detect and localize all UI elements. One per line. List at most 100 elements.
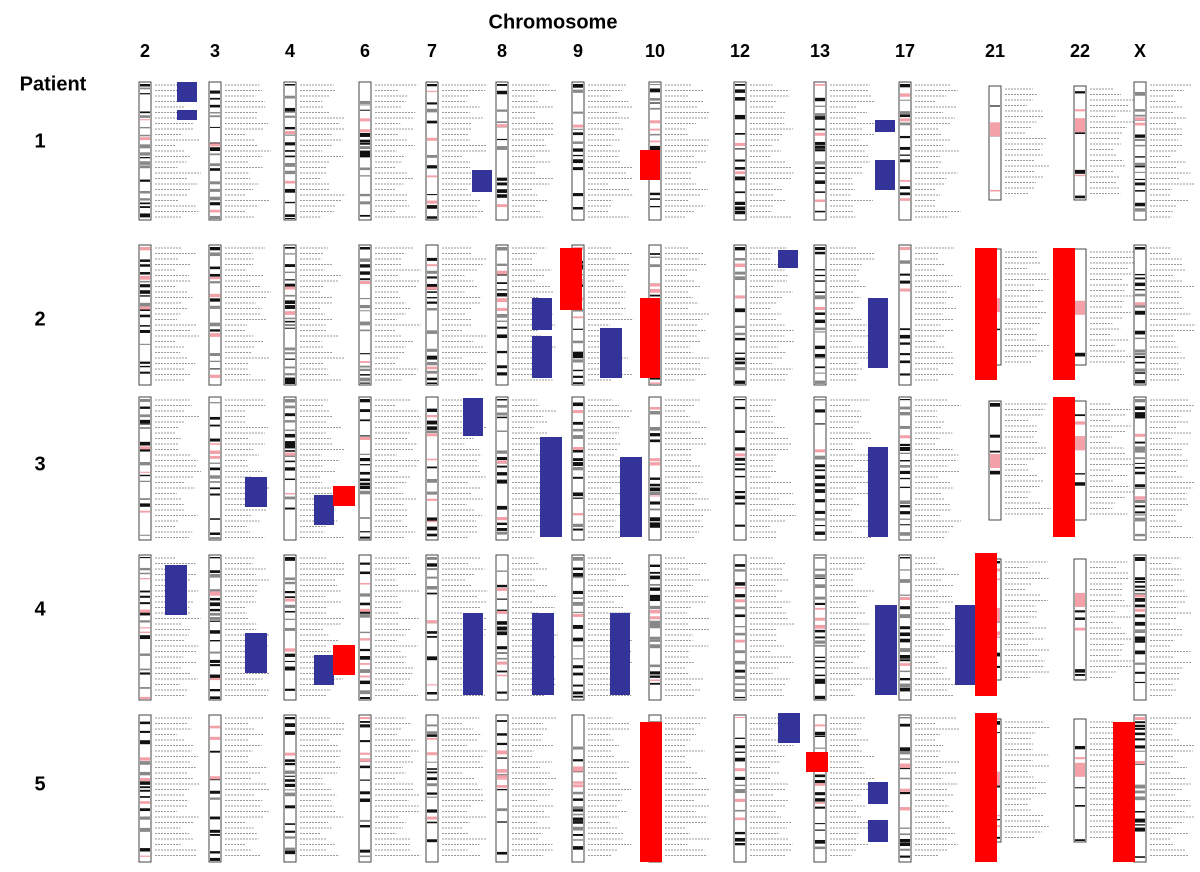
band bbox=[360, 490, 370, 495]
band bbox=[497, 851, 507, 855]
band bbox=[285, 217, 295, 219]
band bbox=[285, 405, 295, 409]
centromere bbox=[497, 775, 507, 779]
band bbox=[140, 280, 150, 283]
band bbox=[210, 153, 220, 156]
band bbox=[427, 291, 437, 293]
band bbox=[497, 313, 507, 318]
band bbox=[210, 438, 220, 442]
band bbox=[210, 298, 220, 302]
chromosome-label: X bbox=[1134, 41, 1146, 61]
band bbox=[815, 735, 825, 737]
band bbox=[285, 420, 295, 423]
band bbox=[1135, 738, 1145, 741]
band bbox=[360, 717, 370, 720]
band bbox=[815, 531, 825, 535]
band bbox=[360, 680, 370, 685]
band bbox=[285, 823, 295, 825]
band bbox=[1135, 487, 1145, 490]
band bbox=[735, 171, 745, 175]
band bbox=[1135, 598, 1145, 602]
band bbox=[497, 138, 507, 141]
band bbox=[735, 817, 745, 821]
band bbox=[900, 687, 910, 692]
band bbox=[573, 328, 583, 330]
band bbox=[210, 475, 220, 479]
band bbox=[497, 670, 507, 673]
centromere bbox=[815, 132, 825, 136]
band bbox=[900, 406, 910, 410]
ideogram bbox=[1133, 554, 1192, 701]
band bbox=[815, 191, 825, 193]
band bbox=[1135, 178, 1145, 181]
gain-block bbox=[333, 645, 355, 675]
band bbox=[427, 563, 437, 567]
band bbox=[573, 597, 583, 599]
ideogram-outline bbox=[425, 81, 439, 221]
ideogram bbox=[283, 244, 345, 386]
band bbox=[497, 778, 507, 780]
band bbox=[360, 656, 370, 660]
band bbox=[573, 128, 583, 130]
band bbox=[900, 723, 910, 727]
band bbox=[900, 446, 910, 451]
band bbox=[1075, 169, 1085, 174]
band bbox=[815, 399, 825, 401]
band bbox=[360, 150, 370, 155]
band bbox=[735, 837, 745, 842]
band bbox=[285, 660, 295, 663]
band bbox=[140, 808, 150, 812]
band bbox=[815, 774, 825, 778]
band bbox=[497, 365, 507, 369]
band bbox=[573, 402, 583, 407]
band bbox=[360, 154, 370, 158]
band bbox=[140, 447, 150, 452]
band bbox=[900, 399, 910, 401]
band bbox=[573, 497, 583, 499]
ideogram bbox=[1133, 714, 1195, 863]
ideogram bbox=[138, 81, 201, 221]
ideogram bbox=[358, 244, 421, 386]
band bbox=[900, 670, 910, 673]
band bbox=[735, 639, 745, 643]
band bbox=[735, 784, 745, 787]
band bbox=[735, 257, 745, 261]
band bbox=[815, 666, 825, 669]
band bbox=[735, 159, 745, 162]
loss-block bbox=[868, 298, 888, 368]
band bbox=[210, 322, 220, 327]
band bbox=[1075, 195, 1085, 199]
band bbox=[573, 806, 583, 811]
band bbox=[900, 360, 910, 364]
band bbox=[735, 650, 745, 654]
band bbox=[1135, 856, 1145, 858]
band bbox=[210, 659, 220, 663]
band bbox=[900, 273, 910, 276]
band bbox=[285, 305, 295, 309]
band bbox=[1075, 627, 1085, 631]
band bbox=[900, 328, 910, 331]
band bbox=[360, 614, 370, 618]
band bbox=[210, 674, 220, 678]
band bbox=[427, 635, 437, 638]
ideogram-outline bbox=[425, 714, 439, 863]
ideogram bbox=[495, 244, 556, 386]
band bbox=[140, 471, 150, 473]
band bbox=[573, 624, 583, 629]
band bbox=[650, 406, 660, 410]
band bbox=[140, 134, 150, 137]
band bbox=[140, 272, 150, 275]
band bbox=[1135, 471, 1145, 475]
centromere bbox=[650, 458, 660, 462]
band bbox=[573, 340, 583, 344]
band bbox=[497, 412, 507, 416]
band bbox=[815, 806, 825, 809]
band bbox=[140, 572, 150, 575]
band bbox=[815, 475, 825, 479]
row-title: Patient bbox=[20, 73, 87, 95]
band bbox=[735, 337, 745, 341]
band bbox=[140, 190, 150, 194]
band bbox=[735, 468, 745, 471]
ideogram-outline bbox=[1133, 244, 1147, 386]
band bbox=[285, 381, 295, 384]
